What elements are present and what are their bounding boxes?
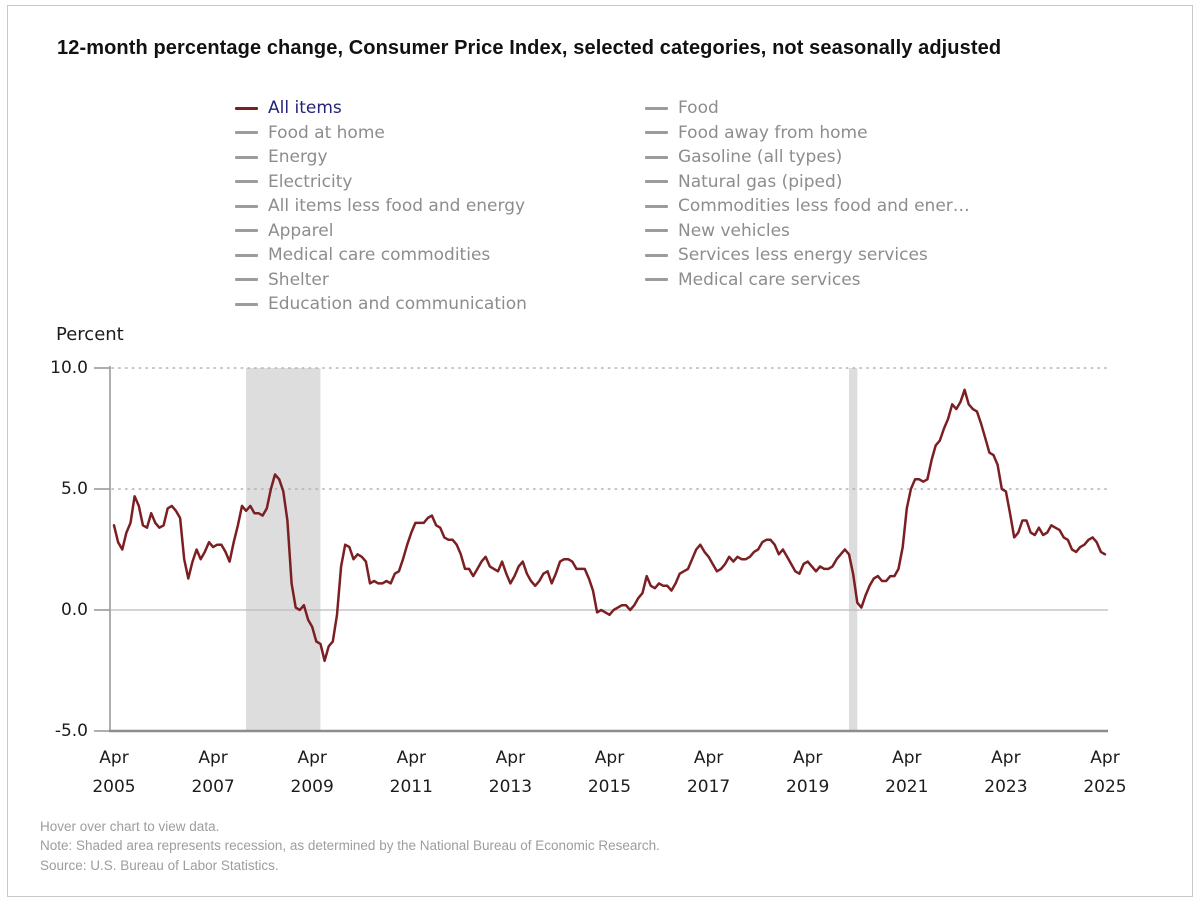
legend-color-swatch — [645, 229, 668, 233]
legend-item-education-and-communication[interactable]: Education and communication — [235, 292, 527, 317]
legend-item-all-items-less-food-and-energy[interactable]: All items less food and energy — [235, 194, 527, 219]
chart-title: 12-month percentage change, Consumer Pri… — [57, 37, 1002, 59]
legend-item-gasoline-all-types[interactable]: Gasoline (all types) — [645, 145, 970, 170]
legend-item-label: All items less food and energy — [268, 196, 526, 217]
legend-item-food-away-from-home[interactable]: Food away from home — [645, 121, 970, 146]
legend-item-label: Gasoline (all types) — [678, 147, 843, 168]
y-tick-label: 10.0 — [50, 358, 88, 378]
legend-color-swatch — [235, 155, 258, 159]
legend-color-swatch — [235, 180, 258, 184]
legend-item-label: Food away from home — [678, 122, 868, 143]
legend-item-medical-care-services[interactable]: Medical care services — [645, 268, 970, 293]
x-tick-label: Apr 2023 — [984, 748, 1028, 797]
x-tick-label: Apr 2019 — [786, 748, 830, 797]
legend-item-label: Education and communication — [268, 294, 527, 315]
x-tick-label: Apr 2005 — [92, 748, 136, 797]
legend-item-food-at-home[interactable]: Food at home — [235, 121, 527, 146]
legend-item-label: Services less energy services — [678, 245, 928, 266]
legend-color-swatch — [235, 106, 258, 110]
x-tick-label: Apr 2011 — [389, 748, 433, 797]
legend-item-new-vehicles[interactable]: New vehicles — [645, 219, 970, 244]
legend-item-food[interactable]: Food — [645, 96, 970, 121]
legend-color-swatch — [235, 204, 258, 208]
legend-color-swatch — [645, 204, 668, 208]
chart-footer: Hover over chart to view data. Note: Sha… — [40, 817, 660, 875]
legend-item-natural-gas-piped[interactable]: Natural gas (piped) — [645, 170, 970, 195]
legend-item-medical-care-commodities[interactable]: Medical care commodities — [235, 243, 527, 268]
recession-note: Note: Shaded area represents recession, … — [40, 838, 660, 854]
legend-color-swatch — [645, 253, 668, 257]
x-tick-label: Apr 2015 — [587, 748, 632, 797]
legend-item-label: New vehicles — [678, 220, 790, 241]
source-note: Source: U.S. Bureau of Labor Statistics. — [40, 857, 279, 873]
legend-item-label: Natural gas (piped) — [678, 171, 843, 192]
legend-item-label: Medical care commodities — [268, 245, 491, 266]
x-tick-label: Apr 2017 — [686, 748, 731, 797]
legend-item-electricity[interactable]: Electricity — [235, 170, 527, 195]
legend-color-swatch — [645, 155, 668, 159]
legend-color-swatch — [235, 253, 258, 257]
legend-item-label: Food — [678, 98, 719, 119]
y-tick-label: 0.0 — [60, 600, 88, 620]
legend-item-label: Shelter — [268, 269, 329, 290]
y-tick-label: 5.0 — [60, 479, 88, 499]
legend-color-swatch — [645, 278, 668, 282]
legend-item-label: Electricity — [268, 171, 353, 192]
legend-column-left: All items Food at home Energy Electricity Al… — [235, 96, 527, 317]
legend-color-swatch — [645, 106, 668, 110]
legend-color-swatch — [235, 131, 258, 135]
legend-item-label: Energy — [268, 147, 328, 168]
legend-item-all-items[interactable]: All items — [235, 96, 527, 121]
legend-item-energy[interactable]: Energy — [235, 145, 527, 170]
legend-item-label: Apparel — [268, 220, 334, 241]
x-tick-label: Apr 2021 — [885, 748, 929, 797]
x-tick-label: Apr 2007 — [191, 748, 235, 797]
x-tick-label: Apr 2009 — [290, 748, 334, 797]
y-tick-label: -5.0 — [54, 721, 88, 741]
legend-item-services-less-energy-services[interactable]: Services less energy services — [645, 243, 970, 268]
legend-color-swatch — [235, 302, 258, 306]
y-axis-title: Percent — [56, 324, 124, 345]
recession-band — [849, 368, 858, 731]
legend-color-swatch — [645, 131, 668, 135]
legend-item-label: Food at home — [268, 122, 385, 143]
legend-color-swatch — [235, 229, 258, 233]
legend-color-swatch — [235, 278, 258, 282]
legend-column-right: Food Food away from home Gasoline (all typ… — [645, 96, 970, 292]
legend-item-label: Medical care services — [678, 269, 861, 290]
legend-item-apparel[interactable]: Apparel — [235, 219, 527, 244]
x-tick-label: Apr 2013 — [488, 748, 533, 797]
recession-band — [246, 368, 321, 731]
legend-item-label: All items — [268, 98, 342, 119]
legend-item-label: Commodities less food and ener… — [678, 196, 970, 217]
legend-color-swatch — [645, 180, 668, 184]
x-tick-label: Apr 2025 — [1083, 748, 1127, 797]
cpi-all-items-line — [112, 388, 1107, 663]
legend-item-shelter[interactable]: Shelter — [235, 268, 527, 293]
hover-hint: Hover over chart to view data. — [40, 819, 220, 834]
legend-item-commodities-less-food-and-ener[interactable]: Commodities less food and ener… — [645, 194, 970, 219]
